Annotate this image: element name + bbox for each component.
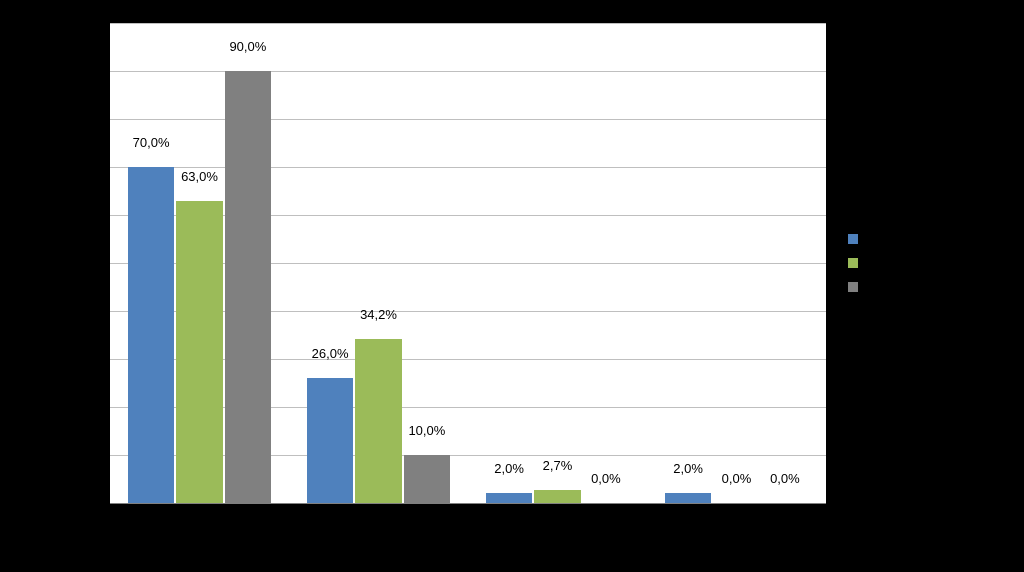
legend-swatch (848, 282, 858, 292)
legend-swatch (848, 258, 858, 268)
bar (225, 71, 271, 503)
bar-value-label: 34,2% (360, 307, 397, 322)
bar (404, 455, 450, 503)
bar (307, 378, 353, 503)
legend-swatch (848, 234, 858, 244)
gridline (110, 71, 826, 72)
bar (176, 201, 222, 503)
bar (355, 339, 401, 503)
bar-value-label: 26,0% (312, 346, 349, 361)
bar-value-label: 63,0% (181, 169, 218, 184)
gridline (110, 119, 826, 120)
bar-value-label: 0,0% (770, 471, 800, 486)
gridline (110, 23, 826, 24)
bar (665, 493, 711, 503)
bar (128, 167, 174, 503)
legend-item (848, 258, 866, 268)
bar-value-label: 2,7% (543, 458, 573, 473)
bar-value-label: 2,0% (494, 461, 524, 476)
bar-value-label: 0,0% (591, 471, 621, 486)
plot-inner: 70,0% 63,0% 90,0% 26,0% 34,2% 10,0% 2,0% 2,7% 0,… (110, 23, 826, 503)
bar-value-label: 2,0% (673, 461, 703, 476)
bar (486, 493, 532, 503)
legend-item (848, 282, 866, 292)
axis-baseline (110, 503, 826, 504)
legend-item (848, 234, 866, 244)
bar-value-label: 90,0% (229, 39, 266, 54)
chart-page: 70,0% 63,0% 90,0% 26,0% 34,2% 10,0% 2,0% 2,7% 0,… (0, 0, 1024, 572)
bar-value-label: 70,0% (133, 135, 170, 150)
bar (534, 490, 580, 503)
legend (848, 234, 866, 306)
bar-value-label: 10,0% (408, 423, 445, 438)
bar-value-label: 0,0% (722, 471, 752, 486)
plot-area: 70,0% 63,0% 90,0% 26,0% 34,2% 10,0% 2,0% 2,7% 0,… (110, 23, 826, 503)
